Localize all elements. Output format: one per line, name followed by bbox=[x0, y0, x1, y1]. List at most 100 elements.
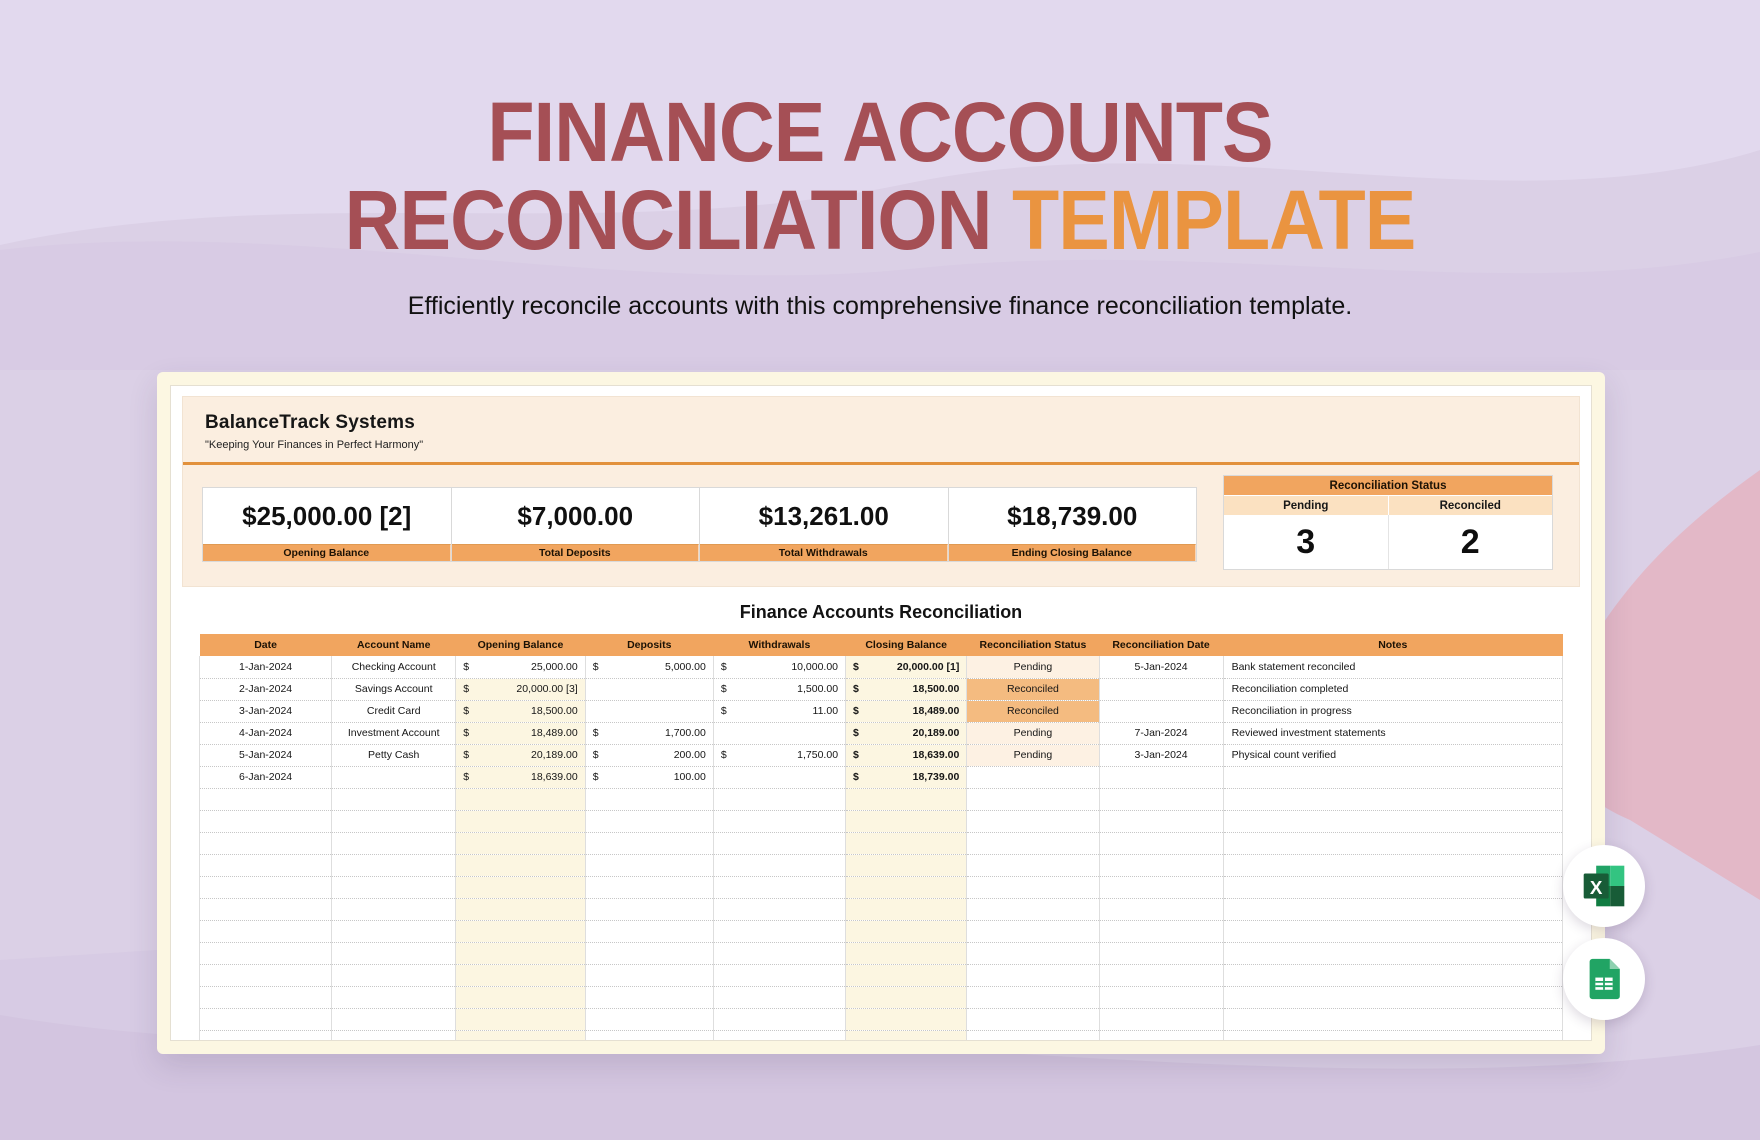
cell-withdrawals bbox=[713, 1008, 847, 1031]
cell-reconciliation-date bbox=[1099, 1008, 1224, 1031]
summary-value: $25,000.00 [2] bbox=[203, 488, 451, 544]
cell-opening-balance bbox=[455, 920, 586, 943]
excel-download-button[interactable]: X bbox=[1563, 845, 1645, 927]
cell-deposits bbox=[585, 898, 714, 921]
cell-account-name bbox=[331, 1030, 457, 1040]
cell-reconciliation-date bbox=[1099, 700, 1224, 723]
amount: 100.00 bbox=[673, 771, 706, 783]
cell-closing-balance: $18,639.00 bbox=[845, 744, 968, 767]
amount: 18,500.00 bbox=[531, 705, 578, 717]
cell-opening-balance bbox=[455, 854, 586, 877]
cell-notes: Reconciliation completed bbox=[1223, 678, 1564, 701]
summary-value: $18,739.00 bbox=[948, 488, 1196, 544]
cell-notes: Reconciliation in progress bbox=[1223, 700, 1564, 723]
amount: 18,489.00 bbox=[531, 727, 578, 739]
svg-text:X: X bbox=[1590, 877, 1603, 898]
google-sheets-icon bbox=[1589, 958, 1620, 1000]
header-withdrawals: Withdrawals bbox=[713, 634, 846, 656]
table-row-empty bbox=[198, 942, 1564, 965]
table-header-row: Date Account Name Opening Balance Deposi… bbox=[199, 634, 1563, 656]
company-tagline: "Keeping Your Finances in Perfect Harmon… bbox=[205, 439, 424, 451]
spreadsheet-sheet: BalanceTrack Systems "Keeping Your Finan… bbox=[170, 385, 1592, 1041]
company-block: BalanceTrack Systems "Keeping Your Finan… bbox=[183, 397, 1579, 462]
cell-opening-balance bbox=[455, 986, 586, 1009]
currency-symbol: $ bbox=[853, 683, 859, 695]
cell-date bbox=[198, 964, 333, 987]
cell-closing-balance: $20,189.00 bbox=[845, 722, 968, 745]
amount: 1,750.00 bbox=[797, 749, 839, 761]
cell-withdrawals bbox=[713, 942, 847, 965]
summary-card-total-deposits: $7,000.00 Total Deposits bbox=[451, 488, 700, 561]
cell-account-name bbox=[331, 920, 457, 943]
cell-deposits bbox=[585, 854, 714, 877]
cell-reconciliation-status bbox=[966, 810, 1100, 833]
cell-reconciliation-status bbox=[966, 986, 1100, 1009]
cell-date: 4-Jan-2024 bbox=[198, 722, 333, 745]
currency-symbol: $ bbox=[720, 749, 727, 761]
table-row-empty bbox=[198, 898, 1564, 921]
currency-symbol: $ bbox=[720, 705, 727, 717]
amount: 18,500.00 bbox=[912, 683, 960, 695]
header-divider bbox=[183, 462, 1579, 465]
cell-notes bbox=[1223, 920, 1564, 943]
amount: 20,000.00 [1] bbox=[896, 660, 960, 673]
reconciliation-table-body: 1-Jan-2024 Checking Account $25,000.00 $5,0… bbox=[198, 656, 1564, 1040]
currency-symbol: $ bbox=[853, 749, 859, 761]
cell-reconciliation-date bbox=[1099, 986, 1224, 1009]
cell-opening-balance: $18,500.00 bbox=[455, 700, 586, 723]
cell-closing-balance bbox=[845, 810, 968, 833]
cell-closing-balance: $18,500.00 bbox=[845, 678, 968, 701]
google-sheets-download-button[interactable] bbox=[1563, 938, 1645, 1020]
cell-deposits bbox=[585, 832, 714, 855]
summary-card-total-withdrawals: $13,261.00 Total Withdrawals bbox=[700, 488, 949, 561]
cell-reconciliation-date bbox=[1099, 810, 1224, 833]
cell-withdrawals bbox=[713, 832, 847, 855]
cell-opening-balance bbox=[455, 876, 586, 899]
cell-opening-balance: $18,639.00 bbox=[455, 766, 586, 789]
status-col-reconciled: Reconciled bbox=[1439, 499, 1501, 512]
currency-symbol: $ bbox=[463, 727, 470, 739]
cell-account-name bbox=[331, 964, 457, 987]
cell-account-name bbox=[331, 986, 457, 1009]
summary-label: Opening Balance bbox=[203, 544, 451, 561]
table-row-empty bbox=[198, 788, 1564, 811]
cell-reconciliation-date bbox=[1099, 964, 1224, 987]
cell-opening-balance: $18,489.00 bbox=[455, 722, 586, 745]
cell-withdrawals bbox=[713, 788, 847, 811]
amount: 200.00 bbox=[673, 749, 706, 761]
amount: 10,000.00 bbox=[791, 660, 839, 673]
cell-date bbox=[198, 986, 333, 1009]
table-row-empty bbox=[198, 854, 1564, 877]
cell-reconciliation-status: Reconciled bbox=[966, 700, 1100, 723]
cell-reconciliation-date bbox=[1099, 854, 1224, 877]
header-reconciliation-status: Reconciliation Status bbox=[966, 634, 1100, 656]
cell-date bbox=[198, 788, 333, 811]
cell-reconciliation-date bbox=[1099, 898, 1224, 921]
cell-deposits bbox=[585, 700, 714, 723]
title-accent: TEMPLATE bbox=[1012, 173, 1416, 267]
table-row: 6-Jan-2024 $18,639.00 $100.00 $18,739.00 bbox=[198, 766, 1564, 789]
header-opening-balance: Opening Balance bbox=[455, 634, 586, 656]
cell-notes bbox=[1223, 986, 1564, 1009]
table-row: 1-Jan-2024 Checking Account $25,000.00 $5,0… bbox=[198, 656, 1564, 679]
cell-deposits: $200.00 bbox=[585, 744, 714, 767]
cell-deposits: $100.00 bbox=[585, 766, 714, 789]
excel-icon: X bbox=[1583, 865, 1625, 907]
cell-reconciliation-date bbox=[1099, 832, 1224, 855]
cell-closing-balance bbox=[845, 832, 968, 855]
cell-notes bbox=[1223, 832, 1564, 855]
table-row-empty bbox=[198, 1030, 1564, 1040]
cell-deposits bbox=[585, 678, 714, 701]
amount: 20,000.00 [3] bbox=[516, 683, 578, 695]
cell-date: 1-Jan-2024 bbox=[198, 656, 333, 679]
cell-reconciliation-status: Reconciled bbox=[966, 678, 1100, 701]
cell-account-name bbox=[331, 854, 457, 877]
cell-withdrawals bbox=[713, 876, 847, 899]
cell-deposits bbox=[585, 876, 714, 899]
summary-value: $7,000.00 bbox=[451, 488, 699, 544]
cell-date: 2-Jan-2024 bbox=[198, 678, 333, 701]
cell-deposits bbox=[585, 1008, 714, 1031]
cell-reconciliation-status bbox=[966, 788, 1100, 811]
header-account-name: Account Name bbox=[331, 634, 456, 656]
currency-symbol: $ bbox=[592, 727, 599, 739]
